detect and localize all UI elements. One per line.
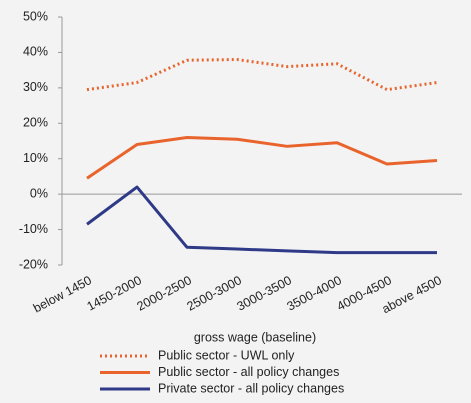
legend-label: Private sector - all policy changes xyxy=(158,381,344,395)
y-tick-label: 50% xyxy=(23,9,48,23)
x-axis-label: gross wage (baseline) xyxy=(194,330,316,344)
series-line xyxy=(86,185,437,255)
y-tick-label: 10% xyxy=(23,151,48,165)
y-tick-label: -20% xyxy=(19,257,48,271)
y-tick-label: 20% xyxy=(23,116,48,130)
y-tick-label: 0% xyxy=(30,186,48,200)
y-tick-label: 30% xyxy=(23,80,48,94)
legend-label: Public sector - UWL only xyxy=(158,348,295,362)
y-tick-label: -10% xyxy=(19,222,48,236)
series-line xyxy=(86,58,438,92)
legend-label: Public sector - all policy changes xyxy=(158,365,339,379)
y-tick-label: 40% xyxy=(23,45,48,59)
series-line xyxy=(86,135,438,180)
